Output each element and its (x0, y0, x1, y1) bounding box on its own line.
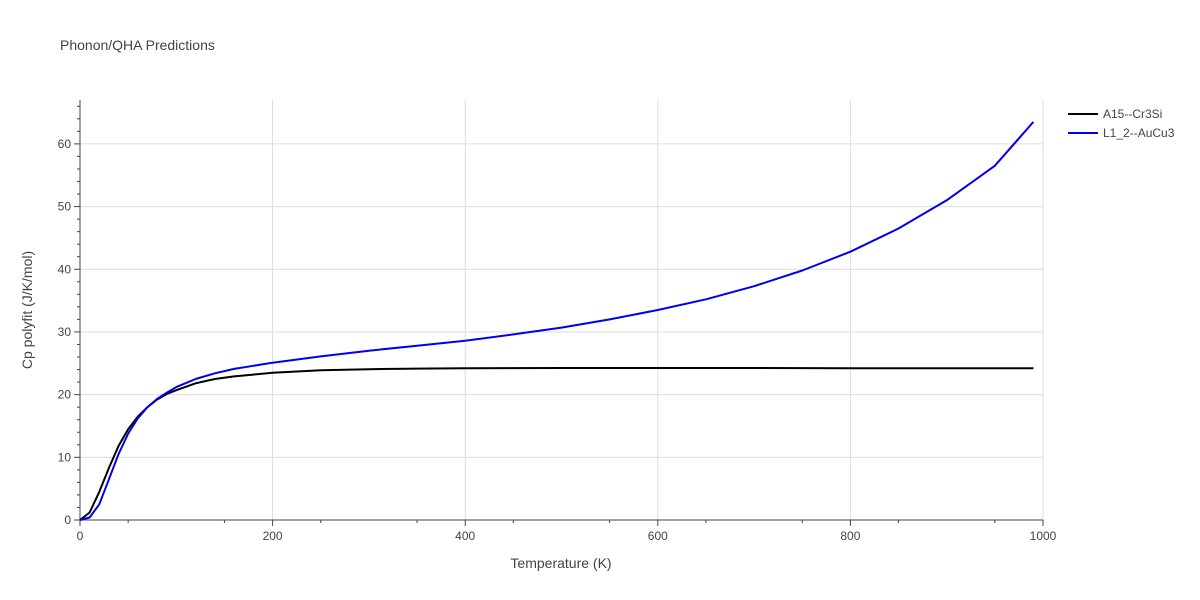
legend-label: L1_2--AuCu3 (1103, 126, 1175, 140)
legend-item-1[interactable]: L1_2--AuCu3 (1068, 126, 1175, 140)
y-tick-label: 0 (64, 513, 71, 527)
y-tick-label: 50 (58, 200, 72, 214)
y-tick-label: 40 (58, 262, 72, 276)
x-axis-label: Temperature (K) (510, 555, 611, 571)
y-axis-label: Cp polyfit (J/K/mol) (19, 251, 35, 369)
legend[interactable]: A15--Cr3Si L1_2--AuCu3 (1068, 107, 1175, 140)
chart-title: Phonon/QHA Predictions (60, 37, 215, 53)
y-tick-label: 10 (58, 450, 72, 464)
y-tick-label: 30 (58, 325, 72, 339)
series-line-1 (79, 121, 1035, 521)
series-line-0 (79, 367, 1034, 521)
grid (80, 100, 1044, 520)
legend-label: A15--Cr3Si (1103, 107, 1162, 121)
x-tick-label: 200 (263, 529, 283, 543)
legend-item-0[interactable]: A15--Cr3Si (1068, 107, 1162, 121)
x-tick-label: 1000 (1030, 529, 1057, 543)
series-group (79, 121, 1035, 521)
x-tick-label: 0 (77, 529, 84, 543)
y-tick-label: 60 (58, 137, 72, 151)
x-tick-label: 800 (840, 529, 860, 543)
x-tick-label: 600 (648, 529, 668, 543)
axes: 0 200 400 600 800 1000 0 10 20 30 40 50 60 (58, 100, 1057, 543)
x-tick-label: 400 (455, 529, 475, 543)
y-tick-label: 20 (58, 388, 72, 402)
